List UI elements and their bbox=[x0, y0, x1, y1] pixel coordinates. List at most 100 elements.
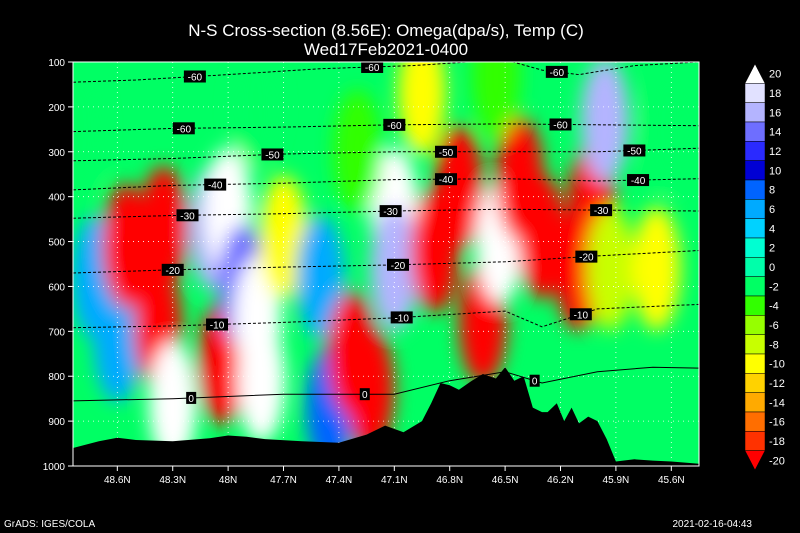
contour-label-box bbox=[435, 173, 458, 186]
contour-label: 0 bbox=[362, 390, 368, 401]
x-tick-label: 47.7N bbox=[270, 475, 297, 486]
omega-cell bbox=[73, 67, 105, 192]
contour-label: -20 bbox=[391, 261, 406, 272]
contour-label: 0 bbox=[188, 394, 194, 405]
contour-label-box bbox=[183, 70, 206, 83]
colorbar-swatch bbox=[744, 431, 766, 451]
x-tick-label: 48.6N bbox=[104, 475, 131, 486]
x-tick-label: 46.5N bbox=[492, 475, 519, 486]
contour-label-box bbox=[387, 258, 410, 271]
contour-label-box bbox=[569, 308, 592, 321]
x-tick-label: 48.3N bbox=[159, 475, 186, 486]
y-tick-label: 400 bbox=[48, 193, 65, 204]
omega-cell bbox=[231, 62, 280, 169]
contour-label-box bbox=[161, 263, 184, 276]
contour-label-box bbox=[176, 209, 199, 222]
colorbar-label: -14 bbox=[769, 397, 785, 409]
contour-label-box bbox=[590, 204, 613, 217]
colorbar-swatch bbox=[744, 334, 766, 355]
contour-label: -10 bbox=[574, 310, 589, 321]
contour-label: -60 bbox=[188, 73, 203, 84]
contour-label: -50 bbox=[627, 146, 642, 157]
contour-label: -50 bbox=[265, 150, 280, 161]
colorbar-swatch bbox=[744, 295, 766, 316]
contour-label-box bbox=[361, 62, 384, 73]
plot-area: -60 -60 -60 -60 -60 -60 -50 -50 -50 -40 -40 -40 -30 -… bbox=[73, 62, 699, 466]
colorbar-swatch bbox=[744, 411, 766, 432]
temperature-contour-line bbox=[73, 62, 699, 83]
omega-cell bbox=[237, 318, 286, 443]
y-tick-label: 100 bbox=[48, 58, 65, 69]
colorbar-swatch bbox=[744, 353, 766, 374]
contour-label-box bbox=[186, 391, 197, 404]
omega-cell bbox=[580, 62, 629, 183]
contour-label-box bbox=[204, 178, 227, 191]
colorbar-label: -2 bbox=[769, 281, 779, 293]
temperature-contour-line bbox=[73, 178, 699, 191]
colorbar-label: 8 bbox=[769, 185, 775, 197]
footer-credit: GrADS: IGES/COLA bbox=[4, 519, 96, 530]
y-tick-label: 200 bbox=[48, 103, 65, 114]
contour-label-box bbox=[172, 122, 195, 135]
colorbar-swatch bbox=[744, 276, 766, 297]
colorbar-label: -6 bbox=[769, 320, 779, 332]
contour-label-box bbox=[383, 118, 406, 131]
temperature-contour-labels: -60 -60 -60 -60 -60 -60 -50 -50 -50 -40 -40 -40 -30 -… bbox=[161, 62, 650, 405]
colorbar-label: 12 bbox=[769, 146, 781, 158]
colorbar-swatch bbox=[744, 160, 766, 181]
y-tick-label: 900 bbox=[48, 417, 65, 428]
contour-label-box bbox=[529, 374, 540, 387]
contour-label-box bbox=[261, 148, 284, 161]
contour-label: -60 bbox=[387, 121, 402, 132]
omega-cell bbox=[346, 327, 395, 452]
omega-cell bbox=[139, 166, 188, 291]
contour-label-box bbox=[549, 118, 572, 131]
footer-timestamp: 2021-02-16-04:43 bbox=[672, 519, 752, 530]
x-tick-label: 45.6N bbox=[658, 475, 685, 486]
colorbar-label: -8 bbox=[769, 339, 779, 351]
colorbar-label: 6 bbox=[769, 204, 775, 216]
temperature-contour-line bbox=[73, 366, 699, 402]
contour-label: -40 bbox=[631, 176, 646, 187]
colorbar-swatch bbox=[744, 218, 766, 239]
contour-label: -60 bbox=[177, 124, 192, 135]
colorbar-label: 10 bbox=[769, 165, 781, 177]
colorbar-swatch bbox=[744, 450, 766, 471]
contour-label: -60 bbox=[550, 68, 565, 79]
colorbar-swatch bbox=[744, 102, 766, 123]
colorbar-label: -12 bbox=[769, 378, 785, 390]
omega-cell bbox=[398, 62, 447, 156]
colorbar-label: 2 bbox=[769, 243, 775, 255]
colorbar: 20181614121086420-2-4-6-8-10-12-14-16-18… bbox=[744, 63, 785, 471]
contour-label: -30 bbox=[180, 211, 195, 222]
contour-label-box bbox=[359, 388, 370, 401]
contour-label-box bbox=[627, 174, 650, 187]
omega-cell bbox=[632, 206, 681, 331]
y-tick-label: 300 bbox=[48, 148, 65, 159]
colorbar-label: 0 bbox=[769, 262, 775, 274]
colorbar-label: -18 bbox=[769, 436, 785, 448]
omega-cell bbox=[586, 206, 635, 331]
contour-label: -10 bbox=[210, 321, 225, 332]
colorbar-swatch bbox=[744, 63, 766, 84]
omega-cell bbox=[518, 175, 567, 300]
x-tick-label: 46.8N bbox=[436, 475, 463, 486]
contour-label-box bbox=[575, 250, 598, 263]
colorbar-swatch bbox=[744, 392, 766, 413]
x-tick-label: 45.9N bbox=[603, 475, 630, 486]
plot-frame bbox=[72, 61, 700, 467]
colorbar-label: -20 bbox=[769, 455, 785, 467]
omega-cell bbox=[643, 67, 692, 192]
contour-label: -40 bbox=[208, 181, 223, 192]
y-tick-label: 800 bbox=[48, 372, 65, 383]
colorbar-label: 20 bbox=[769, 69, 781, 81]
omega-cell bbox=[102, 184, 151, 309]
temperature-contour-line bbox=[73, 147, 699, 162]
colorbar-swatch bbox=[744, 179, 766, 200]
chart-title: N-S Cross-section (8.56E): Omega(dpa/s),… bbox=[188, 21, 584, 40]
x-tick-label: 47.4N bbox=[326, 475, 353, 486]
x-axis: 48.6N 48.3N 48N 47.7N 47.4N 47.1N 46.8N 46.5N 46… bbox=[104, 466, 685, 486]
y-tick-label: 600 bbox=[48, 282, 65, 293]
contour-label-box bbox=[435, 145, 458, 158]
